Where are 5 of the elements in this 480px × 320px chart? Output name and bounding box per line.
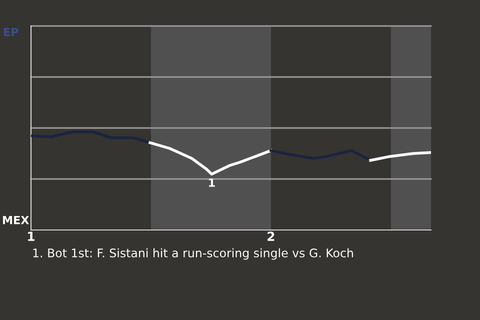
x-tick-label: 2 xyxy=(268,232,274,241)
text: 1. Bot 1st: F. Sistani hit a run-scoring single vs G. Koch xyxy=(33,248,353,260)
annotation: 1 xyxy=(209,178,215,187)
text: MEX xyxy=(3,216,29,224)
text: EP xyxy=(4,28,18,36)
